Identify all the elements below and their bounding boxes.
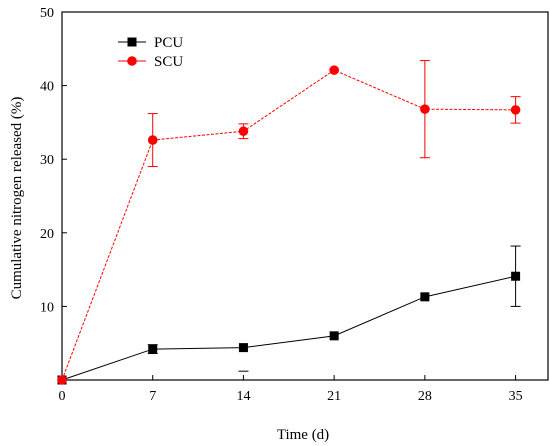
axes: 0 7 14 21 28 35 10 20 30 40 50 xyxy=(40,6,549,404)
x-tick-label: 28 xyxy=(418,389,432,404)
data-point xyxy=(57,375,67,385)
y-axis-title: Cumulative nitrogen released (%) xyxy=(9,97,25,300)
data-point xyxy=(238,126,249,137)
legend-label: SCU xyxy=(154,54,183,70)
series-scu xyxy=(57,60,521,385)
data-point xyxy=(147,135,158,145)
data-point xyxy=(420,292,430,302)
data-point xyxy=(510,105,521,115)
y-tick-label: 30 xyxy=(40,153,54,168)
x-axis-title: Time (d) xyxy=(277,427,329,443)
x-tick-label: 21 xyxy=(327,389,341,404)
x-tick-label: 35 xyxy=(509,389,523,404)
x-tick-label: 7 xyxy=(149,389,156,404)
legend-label: PCU xyxy=(154,35,183,51)
plot-frame xyxy=(61,11,549,381)
data-point xyxy=(148,344,158,354)
y-tick-label: 50 xyxy=(40,6,54,21)
y-tick-label: 10 xyxy=(40,300,54,315)
data-point xyxy=(329,65,339,75)
x-tick-label: 14 xyxy=(236,389,250,404)
data-point xyxy=(329,331,339,341)
data-point xyxy=(238,343,248,353)
data-point xyxy=(511,271,521,281)
data-point xyxy=(127,56,137,66)
series-pcu xyxy=(57,245,521,385)
data-point xyxy=(127,37,137,47)
data-point xyxy=(420,104,430,114)
series-line xyxy=(61,275,516,381)
series-line xyxy=(61,69,516,381)
series-layer xyxy=(57,60,521,385)
x-tick-label: 0 xyxy=(59,389,66,404)
y-tick-label: 40 xyxy=(40,80,54,95)
y-tick-label: 20 xyxy=(40,227,54,242)
legend: PCU SCU xyxy=(118,35,183,70)
